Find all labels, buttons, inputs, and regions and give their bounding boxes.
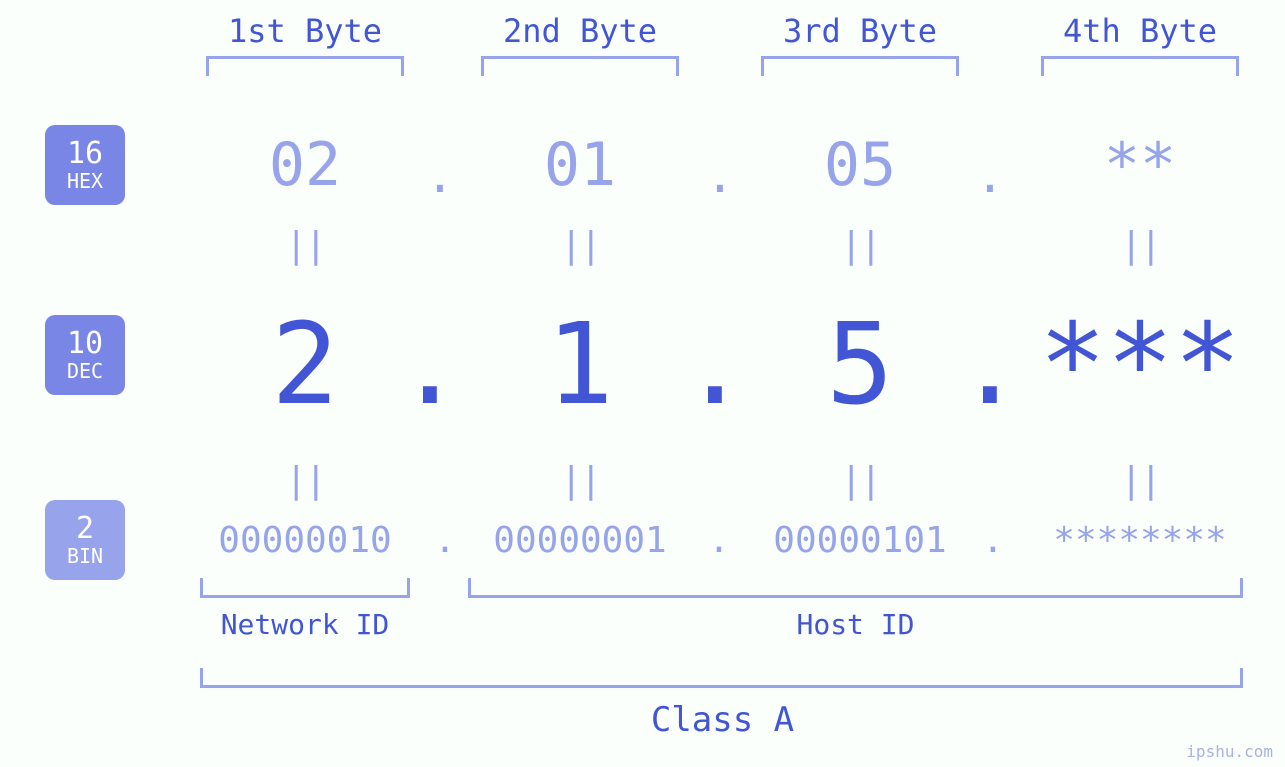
- radix-number: 2: [76, 514, 94, 544]
- dot-bin-1: .: [430, 520, 460, 561]
- class-label: Class A: [180, 700, 1265, 740]
- radix-badge-bin: 2 BIN: [45, 500, 125, 580]
- bin-byte-4: ********: [1015, 520, 1265, 561]
- byte-bracket-1: [206, 56, 404, 76]
- equals-dec-bin-1: ||: [180, 460, 430, 501]
- radix-number: 10: [67, 329, 103, 359]
- network-id-label: Network ID: [180, 608, 430, 641]
- bin-byte-2: 00000001: [455, 520, 705, 561]
- radix-badge-dec: 10 DEC: [45, 315, 125, 395]
- equals-hex-dec-2: ||: [455, 225, 705, 266]
- dot-dec-3: .: [955, 300, 1025, 430]
- watermark-text: ipshu.com: [1186, 742, 1273, 761]
- equals-hex-dec-1: ||: [180, 225, 430, 266]
- byte-bracket-4: [1041, 56, 1239, 76]
- class-bracket: [200, 668, 1243, 688]
- hex-byte-2: 01: [455, 130, 705, 200]
- dec-byte-1: 2: [180, 300, 430, 430]
- byte-header-4: 4th Byte: [1015, 12, 1265, 50]
- radix-label: DEC: [67, 361, 103, 381]
- dot-bin-3: .: [978, 520, 1008, 561]
- equals-hex-dec-3: ||: [735, 225, 985, 266]
- radix-number: 16: [67, 139, 103, 169]
- radix-label: BIN: [67, 546, 103, 566]
- dot-bin-2: .: [704, 520, 734, 561]
- hex-byte-4: **: [1015, 130, 1265, 200]
- byte-header-3: 3rd Byte: [735, 12, 985, 50]
- equals-dec-bin-3: ||: [735, 460, 985, 501]
- byte-bracket-3: [761, 56, 959, 76]
- network-id-bracket: [200, 578, 410, 598]
- bin-byte-3: 00000101: [735, 520, 985, 561]
- equals-dec-bin-2: ||: [455, 460, 705, 501]
- radix-badge-hex: 16 HEX: [45, 125, 125, 205]
- host-id-label: Host ID: [468, 608, 1243, 641]
- dot-dec-1: .: [395, 300, 465, 430]
- bin-byte-1: 00000010: [180, 520, 430, 561]
- dot-hex-3: .: [965, 148, 1015, 204]
- dot-hex-1: .: [415, 148, 465, 204]
- byte-header-1: 1st Byte: [180, 12, 430, 50]
- dot-dec-2: .: [680, 300, 750, 430]
- radix-label: HEX: [67, 171, 103, 191]
- equals-dec-bin-4: ||: [1015, 460, 1265, 501]
- byte-header-2: 2nd Byte: [455, 12, 705, 50]
- dec-byte-3: 5: [735, 300, 985, 430]
- ip-bytes-diagram: 1st Byte 2nd Byte 3rd Byte 4th Byte 16 H…: [0, 0, 1285, 767]
- dot-hex-2: .: [695, 148, 745, 204]
- byte-bracket-2: [481, 56, 679, 76]
- dec-byte-2: 1: [455, 300, 705, 430]
- host-id-bracket: [468, 578, 1243, 598]
- hex-byte-1: 02: [180, 130, 430, 200]
- dec-byte-4: ***: [1015, 300, 1265, 430]
- equals-hex-dec-4: ||: [1015, 225, 1265, 266]
- hex-byte-3: 05: [735, 130, 985, 200]
